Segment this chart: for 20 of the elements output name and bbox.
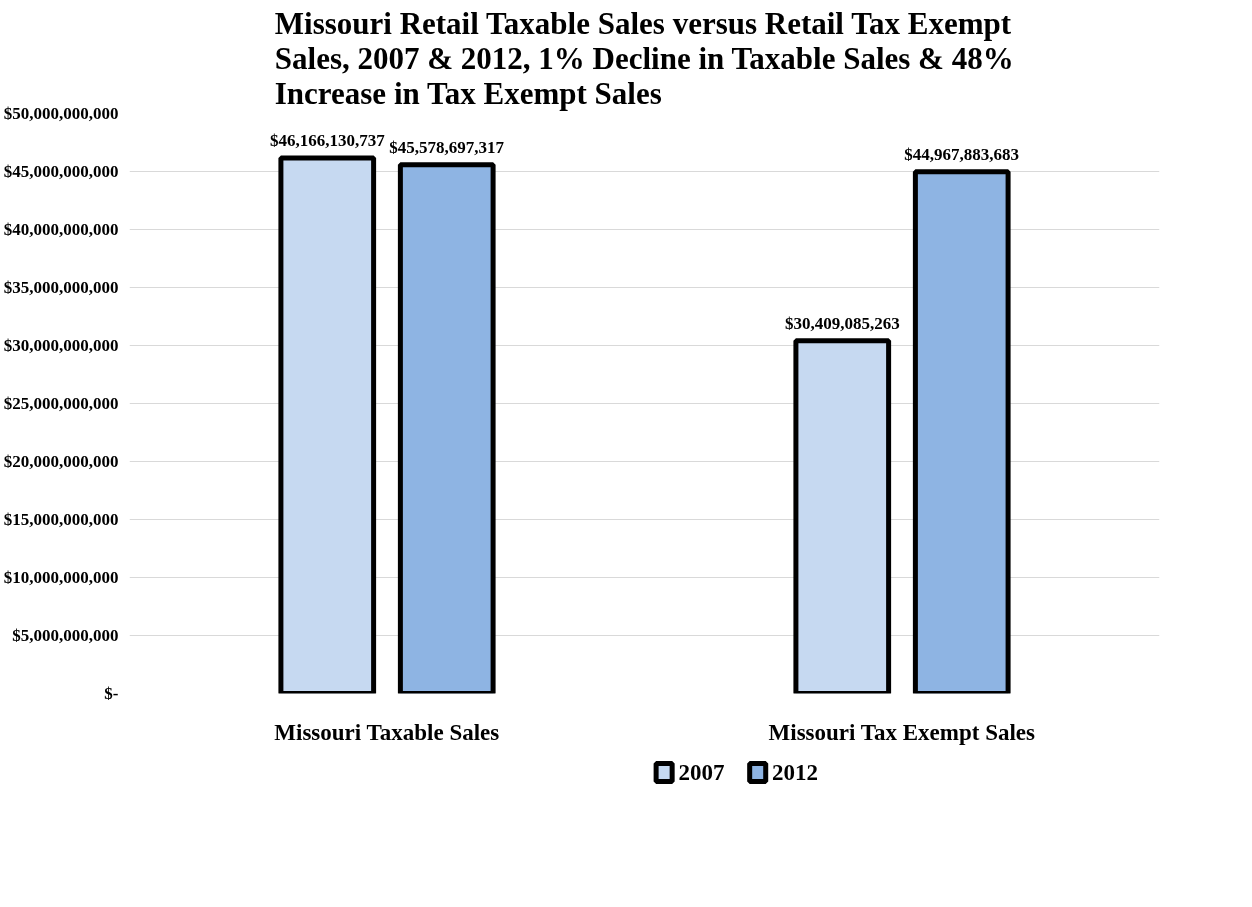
data-label: $30,409,085,263: [784, 313, 900, 333]
legend-label: 2012: [771, 760, 818, 785]
legend-label: 2007: [678, 760, 725, 785]
y-tick-label: $40,000,000,000: [3, 220, 119, 239]
y-tick-label: $10,000,000,000: [3, 568, 119, 587]
y-tick-label: $5,000,000,000: [12, 626, 119, 645]
chart-title: Missouri Retail Taxable Sales versus Retail Tax Exempt Sales, 2007 & 2012, 1% Decline in Taxable Sales & 48% Increase in Tax Exempt Sales: [274, 5, 1014, 111]
x-tick-label: Missouri Taxable Sales: [274, 719, 500, 745]
data-label: $45,578,697,317: [389, 137, 505, 157]
x-tick-label: Missouri Tax Exempt Sales: [768, 719, 1036, 745]
y-tick-label: $35,000,000,000: [3, 278, 119, 297]
y-tick-label: $15,000,000,000: [3, 510, 119, 529]
data-label: $44,967,883,683: [904, 144, 1020, 164]
y-tick-label: $-: [104, 684, 119, 703]
data-label: $46,166,130,737: [269, 130, 386, 150]
y-tick-label: $25,000,000,000: [3, 394, 119, 413]
y-tick-label: $30,000,000,000: [3, 336, 119, 355]
y-tick-label: $45,000,000,000: [3, 162, 119, 181]
y-tick-label: $50,000,000,000: [3, 104, 119, 123]
y-tick-label: $20,000,000,000: [3, 452, 119, 471]
